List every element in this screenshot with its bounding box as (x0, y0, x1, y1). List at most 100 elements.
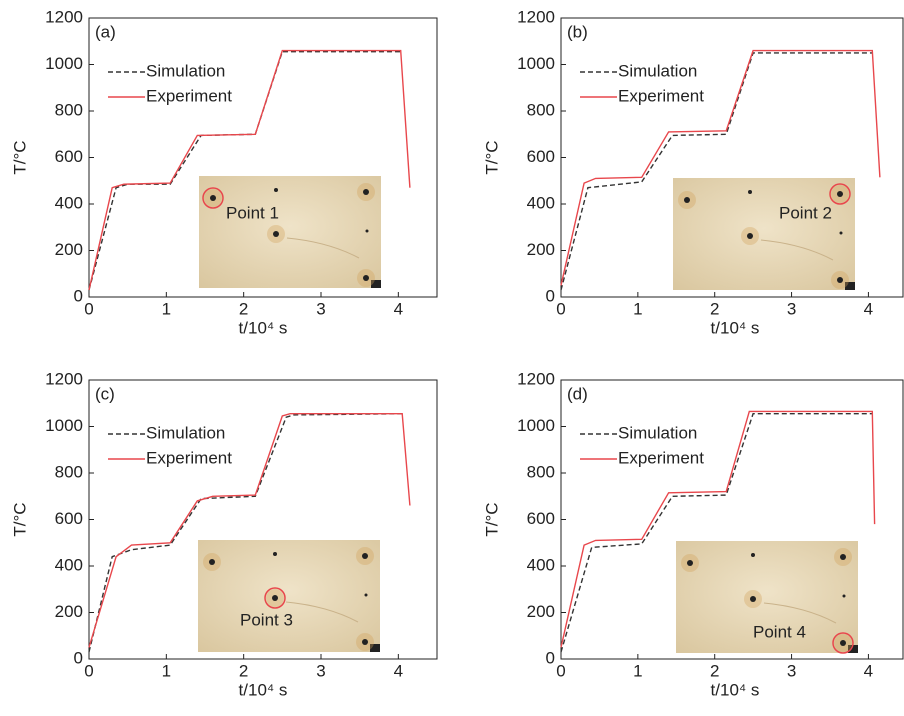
dot (747, 233, 753, 239)
y-tick-label: 0 (74, 286, 83, 305)
panel: Point 2 0 200 400 600 800 1000 1200 0 1 2 3 4 t/10⁴ s… (482, 7, 904, 337)
dot (274, 188, 278, 192)
y-tick-label: 1200 (517, 7, 555, 26)
x-tick-label: 2 (710, 299, 719, 318)
y-tick-label: 1000 (517, 54, 555, 73)
x-tick-label: 1 (633, 661, 642, 680)
dot (839, 231, 843, 235)
legend-label: Experiment (618, 86, 704, 105)
scratch (763, 602, 837, 624)
x-tick-label: 1 (162, 661, 171, 680)
y-tick-label: 0 (546, 648, 555, 667)
photo (199, 176, 381, 288)
y-tick-label: 200 (55, 602, 83, 621)
x-tick-label: 4 (864, 661, 873, 680)
x-tick-label: 3 (316, 661, 325, 680)
dot (210, 195, 216, 201)
dot (840, 554, 846, 560)
x-axis-label: t/10⁴ s (239, 318, 288, 337)
x-tick-label: 4 (394, 661, 403, 680)
y-tick-label: 800 (527, 100, 555, 119)
y-tick-label: 200 (527, 602, 555, 621)
scratch (760, 239, 834, 261)
dot (684, 197, 690, 203)
panel: Point 1 0 200 400 600 800 1000 1200 0 1 2 3 4 t/10⁴ s… (10, 7, 438, 337)
dot (273, 231, 279, 237)
legend-label: Experiment (618, 448, 704, 467)
y-axis-label: T/°C (10, 502, 29, 536)
y-tick-label: 200 (527, 240, 555, 259)
x-tick-label: 3 (787, 299, 796, 318)
inset-photo: Point 2 (673, 178, 855, 290)
annotation: Point 4 (753, 622, 806, 641)
photo (198, 540, 380, 652)
scratch (286, 237, 360, 259)
y-tick-label: 400 (55, 555, 83, 574)
y-tick-label: 800 (55, 462, 83, 481)
y-tick-label: 800 (55, 100, 83, 119)
y-axis-label: T/°C (482, 140, 501, 174)
dot (748, 190, 752, 194)
x-tick-label: 3 (316, 299, 325, 318)
x-tick-label: 0 (556, 299, 565, 318)
photo-edge (845, 282, 855, 290)
y-tick-label: 200 (55, 240, 83, 259)
y-tick-label: 1000 (45, 54, 83, 73)
annotation: Point 3 (240, 610, 293, 629)
x-tick-label: 0 (84, 299, 93, 318)
dot (687, 560, 693, 566)
inset-photo: Point 4 (676, 541, 858, 654)
y-tick-label: 600 (527, 509, 555, 528)
dot (364, 593, 368, 597)
dot (750, 596, 756, 602)
y-tick-label: 1000 (45, 416, 83, 435)
legend-label: Simulation (618, 423, 697, 442)
y-tick-label: 800 (527, 462, 555, 481)
panel-label: (b) (567, 22, 588, 41)
scratch (285, 601, 359, 623)
y-tick-label: 400 (527, 555, 555, 574)
y-tick-label: 1200 (45, 369, 83, 388)
y-tick-label: 1000 (517, 416, 555, 435)
photo-edge (371, 280, 381, 288)
x-tick-label: 2 (710, 661, 719, 680)
x-axis-label: t/10⁴ s (239, 680, 288, 699)
highlight (264, 587, 286, 609)
x-tick-label: 2 (239, 661, 248, 680)
photo-edge (848, 645, 858, 653)
x-tick-label: 4 (864, 299, 873, 318)
series-line (560, 410, 876, 648)
series-line (560, 52, 873, 291)
y-tick-label: 400 (55, 193, 83, 212)
series-line (560, 413, 873, 653)
panel-label: (d) (567, 384, 588, 403)
dot (272, 595, 278, 601)
dot (840, 640, 846, 646)
panel-label: (a) (95, 22, 116, 41)
y-tick-label: 1200 (517, 369, 555, 388)
dot (363, 189, 369, 195)
dot (362, 553, 368, 559)
y-tick-label: 600 (55, 147, 83, 166)
annotation: Point 2 (779, 203, 832, 222)
y-tick-label: 0 (546, 286, 555, 305)
y-tick-label: 600 (527, 147, 555, 166)
y-tick-label: 600 (55, 509, 83, 528)
dot (209, 559, 215, 565)
y-axis-label: T/°C (10, 140, 29, 174)
dot (273, 552, 277, 556)
series-line (88, 413, 411, 648)
inset-photo: Point 3 (198, 540, 380, 652)
panel: Point 3 0 200 400 600 800 1000 1200 0 1 2 3 4 t/10⁴ s… (10, 369, 438, 699)
legend-label: Simulation (146, 61, 225, 80)
photo (673, 178, 855, 290)
legend-label: Experiment (146, 448, 232, 467)
x-tick-label: 2 (239, 299, 248, 318)
photo-edge (370, 644, 380, 652)
x-tick-label: 1 (633, 299, 642, 318)
dot (842, 594, 846, 598)
highlight (829, 183, 851, 205)
annotation: Point 1 (226, 203, 279, 222)
x-tick-label: 0 (84, 661, 93, 680)
photo (676, 541, 858, 653)
